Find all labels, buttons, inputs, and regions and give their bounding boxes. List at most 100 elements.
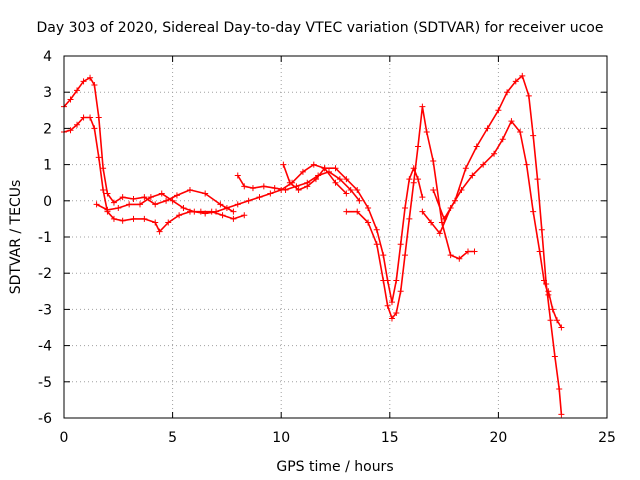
data-point [462, 165, 469, 172]
data-point [219, 212, 226, 219]
data-series-layer [61, 72, 565, 418]
data-point [397, 241, 404, 248]
data-point [543, 281, 550, 288]
data-point [402, 252, 409, 259]
data-point [547, 317, 554, 324]
data-point [519, 72, 526, 79]
series-satellite-track-7 [419, 118, 552, 298]
y-tick-label: -5 [38, 375, 52, 391]
series-line [421, 120, 550, 296]
data-point [545, 288, 552, 295]
data-point [406, 215, 413, 222]
data-point [152, 201, 159, 208]
data-point [354, 208, 361, 215]
data-point [415, 176, 422, 183]
data-point [267, 190, 274, 197]
data-point [152, 219, 159, 226]
data-point [202, 190, 209, 197]
data-point [471, 248, 478, 255]
data-point [332, 179, 339, 186]
data-point [256, 194, 263, 201]
x-tick-label: 10 [272, 430, 290, 446]
series-line [346, 105, 475, 320]
data-point [126, 201, 133, 208]
data-point [423, 129, 430, 136]
data-point [365, 205, 372, 212]
data-point [419, 194, 426, 201]
series-satellite-track-5 [280, 161, 426, 306]
data-point [538, 226, 545, 233]
data-point [419, 103, 426, 110]
y-tick-label: -1 [38, 230, 52, 246]
data-point [484, 125, 491, 132]
data-point [130, 195, 137, 202]
data-point [508, 118, 515, 125]
series-satellite-track-2 [61, 114, 248, 235]
data-point [393, 310, 400, 317]
series-line [63, 76, 234, 213]
data-point [156, 228, 163, 235]
data-point [245, 197, 252, 204]
data-point [441, 215, 448, 222]
data-point [95, 154, 102, 161]
data-point [91, 125, 98, 132]
data-point [504, 89, 511, 96]
y-tick-label: 3 [43, 85, 52, 101]
y-tick-label: -3 [38, 302, 52, 318]
data-point [119, 194, 126, 201]
data-point [130, 215, 137, 222]
data-point [343, 190, 350, 197]
x-tick-label: 15 [381, 430, 399, 446]
data-point [332, 165, 339, 172]
data-point [530, 132, 537, 139]
data-point [406, 176, 413, 183]
data-point [356, 197, 363, 204]
data-point [343, 176, 350, 183]
data-point [354, 186, 361, 193]
data-point [141, 215, 148, 222]
data-point [241, 183, 248, 190]
data-point [495, 107, 502, 114]
data-point [230, 215, 237, 222]
y-tick-label: -2 [38, 266, 52, 282]
data-point [456, 255, 463, 262]
data-point [480, 161, 487, 168]
data-point [158, 190, 165, 197]
data-point [556, 386, 563, 393]
x-tick-label: 20 [489, 430, 507, 446]
y-tick-label: 0 [43, 194, 52, 210]
data-point [419, 208, 426, 215]
data-point [100, 165, 107, 172]
data-point [534, 176, 541, 183]
data-point [373, 241, 380, 248]
data-point [384, 302, 391, 309]
data-point [186, 186, 193, 193]
data-point [312, 176, 319, 183]
data-point [525, 92, 532, 99]
data-point [530, 208, 537, 215]
data-point [74, 87, 81, 94]
y-tick-label: 4 [43, 49, 52, 65]
data-point [304, 183, 311, 190]
data-point [110, 199, 117, 206]
tick-layer [63, 55, 608, 419]
data-point [473, 143, 480, 150]
data-point [393, 277, 400, 284]
data-point [447, 252, 454, 259]
data-point [549, 306, 556, 313]
data-point [234, 201, 241, 208]
data-point [234, 172, 241, 179]
data-point [230, 208, 237, 215]
data-point [74, 121, 81, 128]
data-point [410, 179, 417, 186]
data-point [558, 324, 565, 331]
data-point [512, 78, 519, 85]
data-point [249, 185, 256, 192]
data-point [147, 194, 154, 201]
data-point [80, 78, 87, 85]
data-point [469, 172, 476, 179]
data-point [551, 353, 558, 360]
series-line [63, 116, 245, 233]
y-tick-label: -6 [38, 411, 52, 427]
data-point [271, 185, 278, 192]
